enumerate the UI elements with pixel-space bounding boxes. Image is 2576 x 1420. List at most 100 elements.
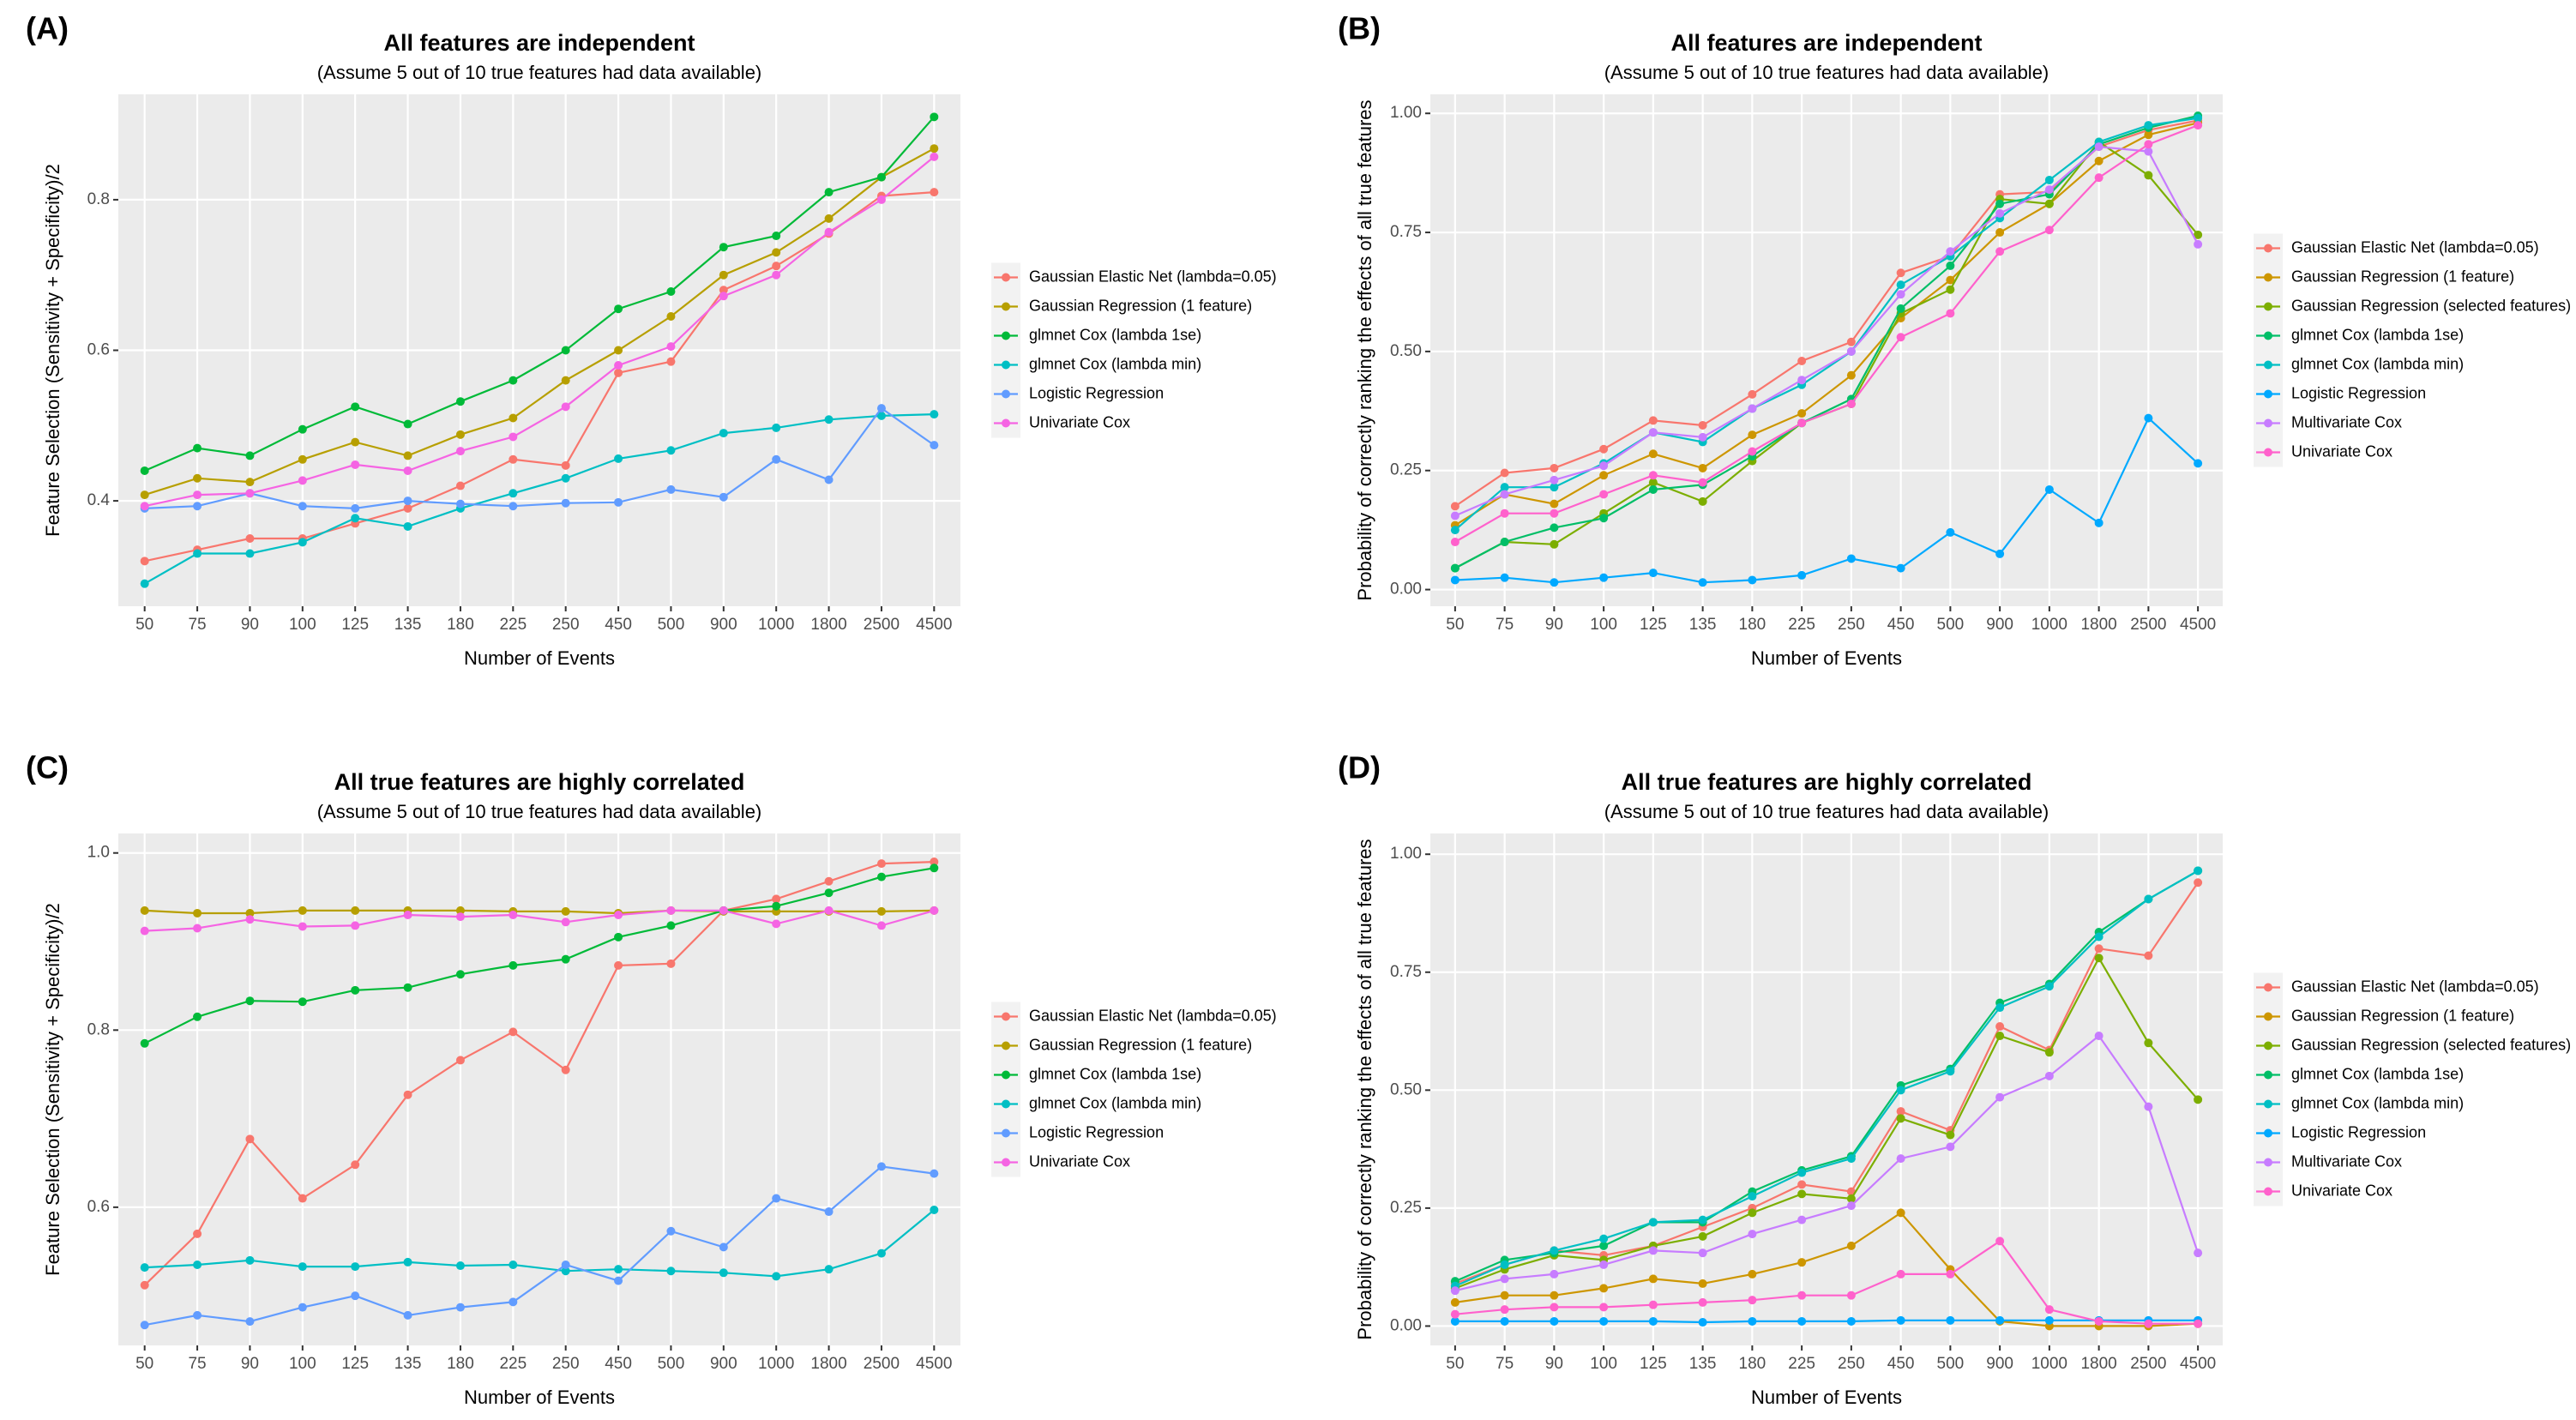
series-line <box>1454 122 2199 526</box>
point <box>2144 1038 2153 1048</box>
point <box>245 1317 255 1327</box>
point <box>2194 1095 2203 1104</box>
legend-point <box>2264 1128 2272 1138</box>
point <box>614 454 623 463</box>
x-tick-label: 4500 <box>916 616 952 634</box>
y-tick-label: 0.50 <box>1390 342 1422 360</box>
point <box>1698 1318 1707 1327</box>
point <box>930 152 939 161</box>
point <box>876 1249 886 1258</box>
legend-point <box>2264 273 2272 282</box>
point <box>403 1090 412 1099</box>
legend-label: Gaussian Regression (1 feature) <box>2291 1007 2514 1024</box>
point <box>1450 511 1460 520</box>
point <box>193 1310 202 1320</box>
x-tick-label: 125 <box>1640 1355 1667 1373</box>
point <box>876 921 886 930</box>
point <box>245 451 255 460</box>
x-tick-label: 225 <box>1788 616 1815 634</box>
point <box>245 549 255 558</box>
point <box>351 460 360 469</box>
point <box>1450 538 1460 547</box>
x-tick-label: 4500 <box>2180 1355 2216 1373</box>
point <box>1946 1142 1955 1152</box>
point <box>1846 399 1856 408</box>
point <box>2094 1316 2104 1326</box>
y-tick-label: 0.6 <box>87 1198 110 1216</box>
x-axis-label: Number of Events <box>464 1387 615 1408</box>
y-tick-label: 0.25 <box>1390 1199 1422 1217</box>
x-tick-label: 2500 <box>2130 616 2166 634</box>
point <box>1748 404 1757 413</box>
legend-point <box>2264 1041 2272 1050</box>
legend-label: Univariate Cox <box>2291 1182 2392 1199</box>
point <box>1550 1291 1559 1300</box>
point <box>1648 484 1658 494</box>
point <box>930 863 939 873</box>
point <box>245 908 255 918</box>
legend-label: Gaussian Elastic Net (lambda=0.05) <box>1029 1007 1277 1024</box>
point <box>1450 1309 1460 1319</box>
y-tick-label: 0.00 <box>1390 1316 1422 1334</box>
point <box>2094 173 2104 183</box>
point <box>1500 1305 1509 1315</box>
point <box>298 922 307 931</box>
point <box>561 1065 570 1074</box>
point <box>1550 539 1559 549</box>
x-tick-label: 1000 <box>758 1355 794 1373</box>
point <box>666 921 676 930</box>
point <box>1648 1246 1658 1255</box>
series-line <box>1454 1211 2199 1327</box>
y-tick-label: 0.8 <box>87 190 110 208</box>
y-tick-label: 0.75 <box>1390 223 1422 241</box>
point <box>455 970 465 979</box>
point <box>1599 514 1609 523</box>
point <box>930 906 939 915</box>
point <box>1995 1236 2005 1246</box>
point <box>772 454 781 464</box>
point <box>1896 1154 1905 1164</box>
point <box>2094 156 2104 165</box>
point <box>455 912 465 922</box>
y-tick-label: 0.75 <box>1390 963 1422 981</box>
point <box>1946 285 1955 294</box>
point <box>876 859 886 869</box>
point <box>666 959 676 968</box>
point <box>2044 1048 2054 1057</box>
legend-label: glmnet Cox (lambda 1se) <box>2291 326 2464 343</box>
point <box>1648 1316 1658 1326</box>
legend-label: Logistic Regression <box>2291 384 2426 401</box>
point <box>298 502 307 511</box>
legend-label: Gaussian Elastic Net (lambda=0.05) <box>1029 268 1277 285</box>
point <box>614 346 623 355</box>
point <box>1550 508 1559 518</box>
point <box>614 911 623 920</box>
point <box>1450 1297 1460 1307</box>
x-tick-label: 180 <box>1739 1355 1766 1373</box>
point <box>1698 1215 1707 1224</box>
point <box>140 579 149 588</box>
x-tick-label: 135 <box>394 616 422 634</box>
point <box>1599 1260 1609 1269</box>
legend-label: Gaussian Regression (1 feature) <box>1029 1036 1252 1053</box>
point <box>2144 1319 2153 1328</box>
point <box>509 413 518 423</box>
point <box>140 466 149 475</box>
point <box>1599 490 1609 499</box>
point <box>1995 1003 2005 1013</box>
x-tick-label: 900 <box>710 616 737 634</box>
legend-point <box>2264 1187 2272 1196</box>
series-line <box>144 406 935 510</box>
x-tick-label: 900 <box>1986 1355 2013 1373</box>
legend-label: Univariate Cox <box>2291 442 2392 460</box>
point <box>140 1321 149 1330</box>
point <box>298 454 307 464</box>
x-tick-label: 450 <box>1887 1355 1915 1373</box>
series-line <box>144 909 935 932</box>
point <box>1599 461 1609 471</box>
point <box>1846 1241 1856 1250</box>
point <box>1946 1315 1955 1325</box>
x-tick-label: 50 <box>135 1355 153 1373</box>
y-tick-label: 0.8 <box>87 1020 110 1038</box>
y-tick-label: 0.50 <box>1390 1080 1422 1098</box>
